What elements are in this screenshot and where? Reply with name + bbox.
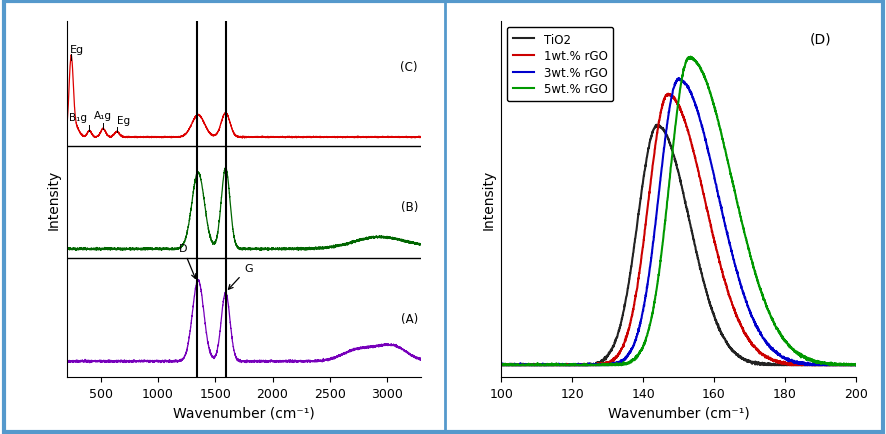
Y-axis label: Intensity: Intensity xyxy=(481,170,495,230)
Text: (C): (C) xyxy=(400,61,417,74)
Legend: TiO2, 1wt.% rGO, 3wt.% rGO, 5wt.% rGO: TiO2, 1wt.% rGO, 3wt.% rGO, 5wt.% rGO xyxy=(507,28,613,102)
Text: G: G xyxy=(229,263,253,289)
Text: (B): (B) xyxy=(400,201,417,214)
Text: Eg: Eg xyxy=(70,45,84,55)
Y-axis label: Intensity: Intensity xyxy=(47,170,61,230)
X-axis label: Wavenumber (cm⁻¹): Wavenumber (cm⁻¹) xyxy=(173,406,315,420)
Text: B₁g: B₁g xyxy=(69,112,87,122)
Text: Eg: Eg xyxy=(117,115,130,125)
Text: (A): (A) xyxy=(400,312,417,326)
Text: A₁g: A₁g xyxy=(94,111,112,121)
X-axis label: Wavenumber (cm⁻¹): Wavenumber (cm⁻¹) xyxy=(607,406,749,420)
Text: D: D xyxy=(178,243,196,279)
Text: (D): (D) xyxy=(809,33,830,46)
